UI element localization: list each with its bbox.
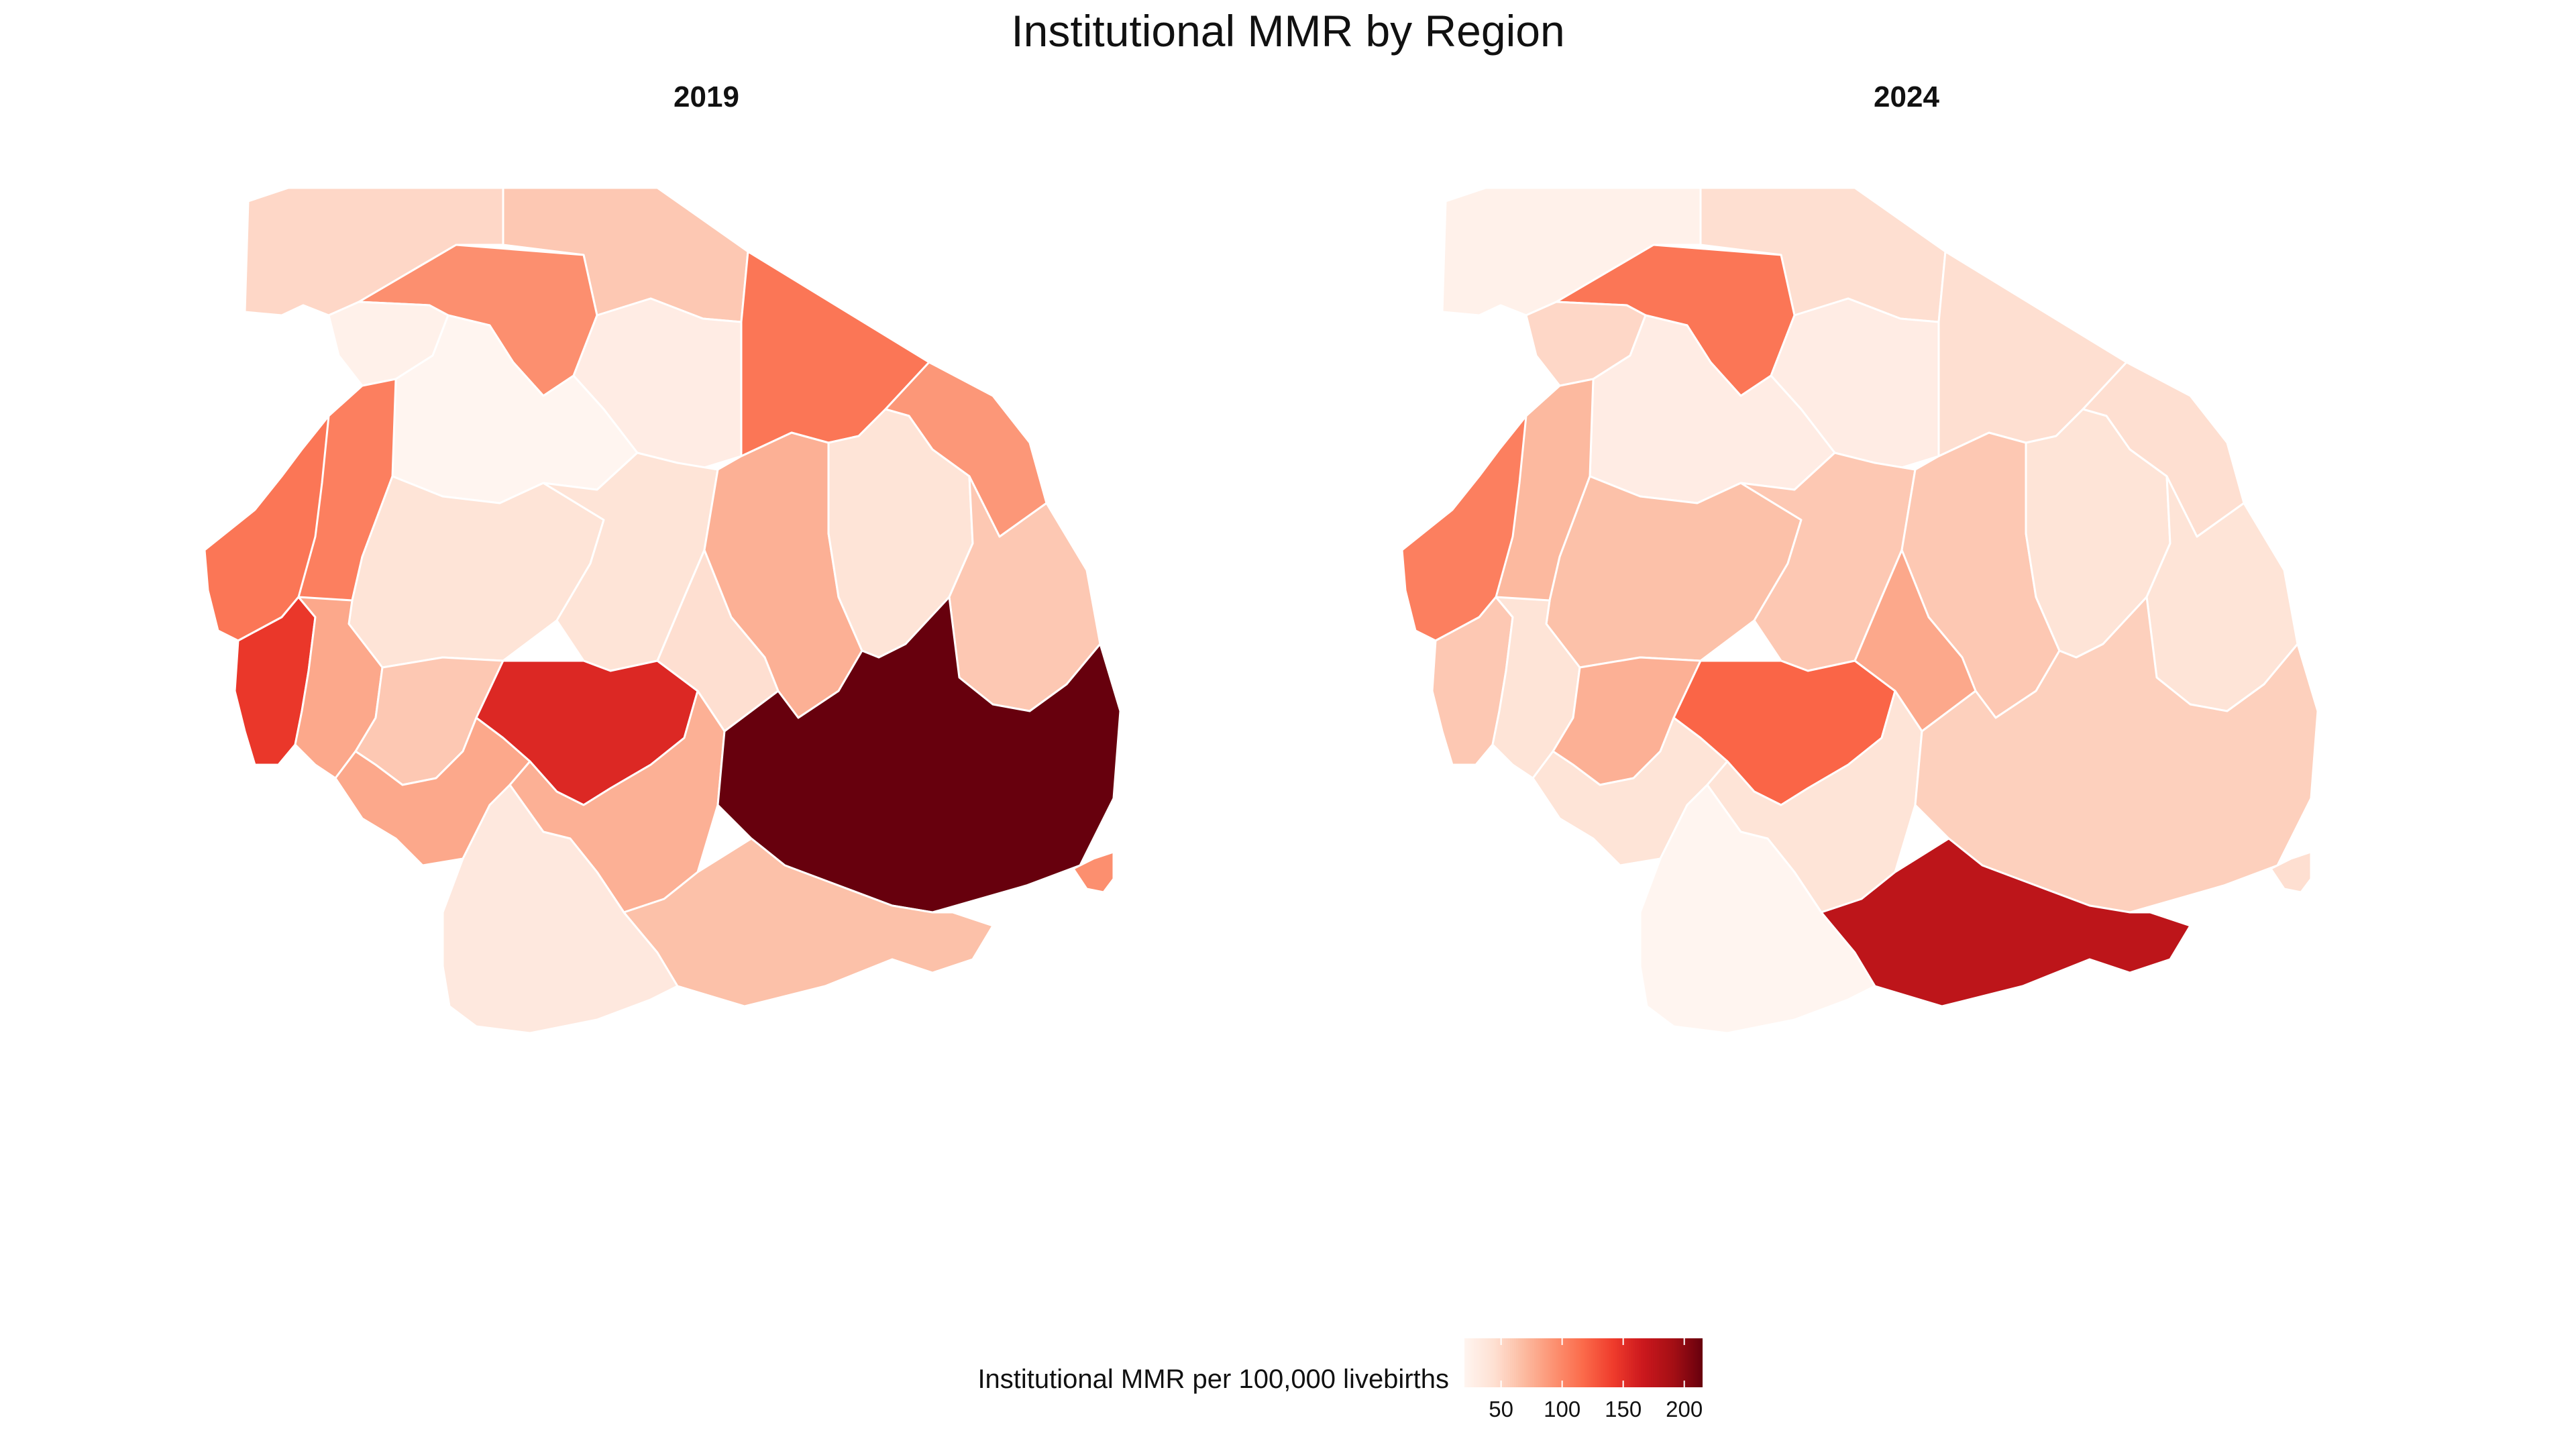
map-panel-2019 (203, 186, 1122, 1034)
legend-tick-label: 150 (1605, 1397, 1642, 1421)
panel-title-2024: 2024 (1874, 80, 1939, 113)
region-r26-2019 (1072, 851, 1115, 894)
chart-title: Institutional MMR by Region (1011, 6, 1565, 56)
map-panel-2024 (1401, 186, 2319, 1034)
region-r10-2024 (1545, 475, 1803, 669)
panel-title-2019: 2019 (674, 80, 739, 113)
region-r26-2024 (2269, 851, 2312, 894)
legend-tick-label: 50 (1489, 1397, 1513, 1421)
region-r25-2024 (1820, 837, 2192, 1008)
legend-colorbar (1464, 1338, 1703, 1387)
region-r25-2019 (623, 837, 994, 1008)
legend-tick-label: 200 (1666, 1397, 1703, 1421)
region-r10-2019 (347, 475, 605, 669)
legend-title: Institutional MMR per 100,000 livebirths (977, 1364, 1449, 1394)
legend-tick-label: 100 (1544, 1397, 1581, 1421)
